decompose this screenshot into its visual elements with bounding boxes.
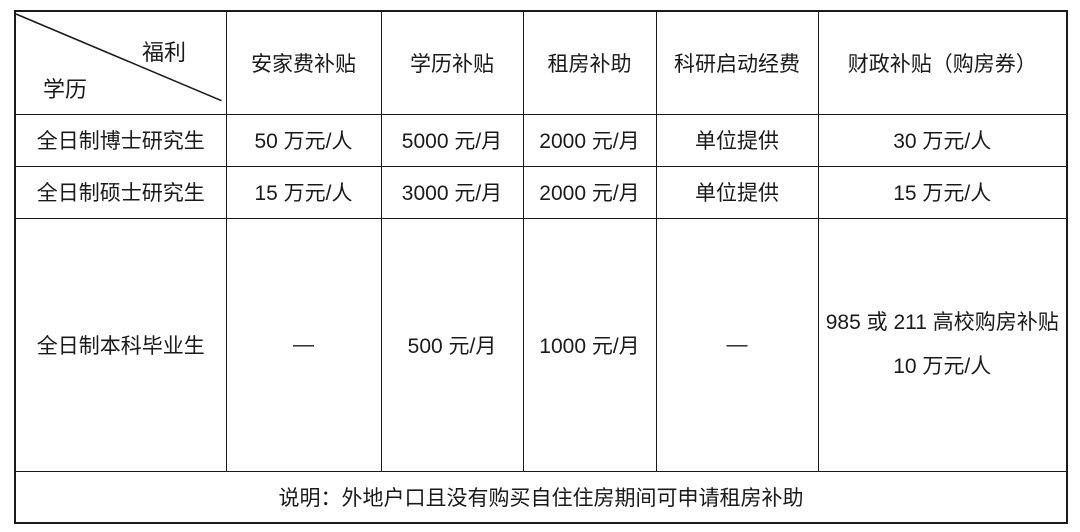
table-row-bachelor: 全日制本科毕业生 — 500 元/月 1000 元/月 — 985 或 211 … <box>14 217 1068 472</box>
corner-label-education: 学历 <box>43 77 88 102</box>
header-row: 福利 学历 安家费补贴 学历补贴 租房补助 科研启动经费 财政补贴（购房券） <box>14 10 1068 115</box>
table-cell: 5000 元/月 <box>380 113 524 167</box>
table-cell: — <box>655 217 819 472</box>
table-cell: 2000 元/月 <box>522 165 657 219</box>
note-cell: 说明：外地户口且没有购买自住住房期间可申请租房补助 <box>14 470 1068 524</box>
corner-label-benefits: 福利 <box>142 40 187 65</box>
table-cell: 1000 元/月 <box>522 217 657 472</box>
table-cell: 500 元/月 <box>380 217 524 472</box>
table-cell: 15 万元/人 <box>225 165 382 219</box>
benefits-table-container: 福利 学历 安家费补贴 学历补贴 租房补助 科研启动经费 财政补贴（购房券） 全… <box>14 10 1068 524</box>
corner-header-cell: 福利 学历 <box>14 10 227 115</box>
table-cell: 2000 元/月 <box>522 113 657 167</box>
column-header-fiscal-subsidy-housing-voucher: 财政补贴（购房券） <box>817 10 1068 115</box>
table-cell: 单位提供 <box>655 165 819 219</box>
table-cell: 30 万元/人 <box>817 113 1068 167</box>
table-row-masters: 全日制硕士研究生 15 万元/人 3000 元/月 2000 元/月 单位提供 … <box>14 165 1068 219</box>
benefits-table: 福利 学历 安家费补贴 学历补贴 租房补助 科研启动经费 财政补贴（购房券） 全… <box>14 10 1068 524</box>
table-cell: 单位提供 <box>655 113 819 167</box>
table-cell: 3000 元/月 <box>380 165 524 219</box>
column-header-settling-allowance: 安家费补贴 <box>225 10 382 115</box>
table-row-doctoral: 全日制博士研究生 50 万元/人 5000 元/月 2000 元/月 单位提供 … <box>14 113 1068 167</box>
note-row: 说明：外地户口且没有购买自住住房期间可申请租房补助 <box>14 470 1068 524</box>
column-header-rent-subsidy: 租房补助 <box>522 10 657 115</box>
row-label-masters: 全日制硕士研究生 <box>14 165 227 219</box>
column-header-research-startup-fund: 科研启动经费 <box>655 10 819 115</box>
table-cell: 15 万元/人 <box>817 165 1068 219</box>
row-label-doctoral: 全日制博士研究生 <box>14 113 227 167</box>
table-cell: 50 万元/人 <box>225 113 382 167</box>
table-cell: — <box>225 217 382 472</box>
table-cell-985-211-housing-subsidy: 985 或 211 高校购房补贴 10 万元/人 <box>817 217 1068 472</box>
row-label-bachelor: 全日制本科毕业生 <box>14 217 227 472</box>
diagonal-divider-line <box>16 13 222 102</box>
column-header-degree-subsidy: 学历补贴 <box>380 10 524 115</box>
